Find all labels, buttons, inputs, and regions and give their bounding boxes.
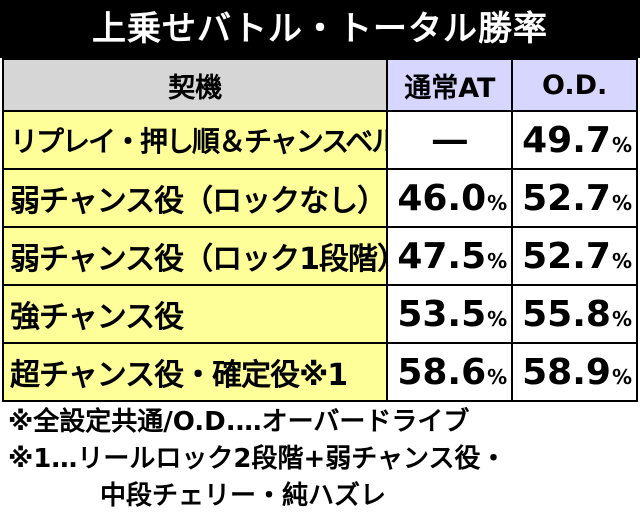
header-trigger: 契機: [1, 58, 389, 112]
footnote: 中段チェリー・純ハズレ: [100, 481, 387, 511]
at-value: 46.0%: [386, 168, 514, 228]
value-number: 52.7: [522, 177, 611, 219]
value-number: 49.7: [522, 119, 611, 161]
percent-sign: %: [611, 364, 632, 389]
at-value: 53.5%: [386, 284, 514, 344]
table-row: 弱チャンス役（ロックなし） 46.0% 52.7%: [1, 168, 638, 228]
value-number: ―: [432, 120, 467, 160]
value-number: 55.8: [522, 293, 611, 335]
footnote: ※1…リールロック2段階+弱チャンス役・: [8, 444, 507, 474]
table-row: 弱チャンス役（ロック1段階） 47.5% 52.7%: [1, 226, 638, 286]
percent-sign: %: [611, 190, 632, 215]
od-value: 52.7%: [511, 168, 638, 228]
percent-sign: %: [611, 248, 632, 273]
row-label: リプレイ・押し順＆チャンスベル: [1, 110, 389, 170]
row-label: 強チャンス役: [1, 284, 389, 344]
at-value: 58.6%: [386, 342, 514, 402]
value-number: 52.7: [522, 235, 611, 277]
row-label: 弱チャンス役（ロック1段階）: [1, 226, 389, 286]
percent-sign: %: [487, 364, 508, 389]
value-number: 58.6: [397, 351, 487, 393]
value-number: 47.5: [397, 235, 487, 277]
at-value: 47.5%: [386, 226, 514, 286]
od-value: 49.7%: [511, 110, 638, 170]
value-number: 58.9: [522, 351, 611, 393]
table-row: リプレイ・押し順＆チャンスベル ― 49.7%: [1, 110, 638, 170]
od-value: 52.7%: [511, 226, 638, 286]
table-row: 強チャンス役 53.5% 55.8%: [1, 284, 638, 344]
value-number: 46.0: [397, 177, 487, 219]
header-normal-at: 通常AT: [386, 58, 514, 112]
percent-sign: %: [487, 190, 508, 215]
header-od: O.D.: [511, 58, 638, 112]
page-title: 上乗せバトル・トータル勝率: [0, 0, 640, 58]
table-row: 超チャンス役・確定役※1 58.6% 58.9%: [1, 342, 638, 402]
table-header-row: 契機 通常AT O.D.: [1, 58, 638, 112]
percent-sign: %: [611, 306, 632, 331]
row-label: 超チャンス役・確定役※1: [1, 342, 389, 402]
od-value: 55.8%: [511, 284, 638, 344]
percent-sign: %: [611, 132, 632, 157]
row-label: 弱チャンス役（ロックなし）: [1, 168, 389, 228]
percent-sign: %: [487, 248, 508, 273]
footnote: ※全設定共通/O.D.…オーバードライブ: [8, 407, 470, 437]
at-value: ―: [386, 110, 514, 170]
percent-sign: %: [487, 306, 508, 331]
value-number: 53.5: [397, 293, 487, 335]
od-value: 58.9%: [511, 342, 638, 402]
footnotes: ※全設定共通/O.D.…オーバードライブ ※1…リールロック2段階+弱チャンス役…: [8, 404, 636, 515]
win-rate-table: 契機 通常AT O.D. リプレイ・押し順＆チャンスベル ― 49.7% 弱チャ…: [1, 58, 638, 402]
